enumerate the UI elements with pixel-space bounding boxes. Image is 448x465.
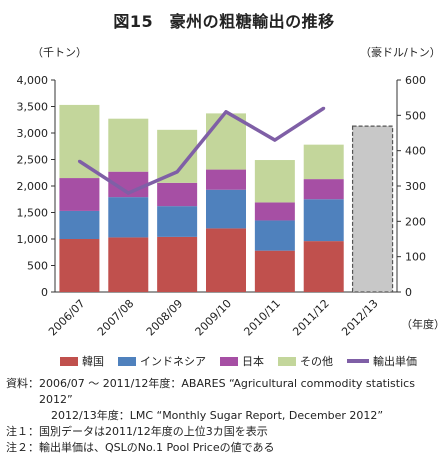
- bar-segment: [206, 228, 246, 292]
- right-axis-unit: （豪ドル/トン）: [360, 46, 441, 59]
- price-point: [126, 191, 130, 195]
- left-tick-label: 3,000: [17, 127, 49, 140]
- source-line-1: 2006/07 ～ 2011/12年度：ABARES “Agricultural…: [39, 377, 415, 406]
- legend-item: 輸出単価: [347, 353, 417, 369]
- chart-title: 図15 豪州の粗糖輸出の推移: [113, 12, 335, 31]
- bar-segment: [157, 206, 198, 237]
- price-point: [273, 138, 277, 142]
- right-tick-label: 400: [405, 145, 426, 158]
- x-tick-label: 2007/08: [95, 297, 137, 339]
- x-tick-label: 2011/12: [290, 297, 332, 339]
- legend-label: その他: [300, 355, 333, 368]
- bar-segment: [254, 250, 295, 292]
- bar-segment: [59, 210, 100, 239]
- bar-segment: [157, 236, 198, 292]
- bar-segment: [206, 169, 246, 190]
- left-axis-unit: （千トン）: [32, 46, 87, 59]
- price-point: [224, 110, 228, 114]
- bar-segment: [303, 241, 344, 292]
- bar-segment: [303, 144, 344, 180]
- right-tick-label: 100: [405, 251, 426, 264]
- right-tick-label: 0: [405, 286, 412, 299]
- price-point: [77, 159, 81, 163]
- left-tick-label: 1,000: [17, 233, 49, 246]
- bar-segment: [303, 179, 344, 200]
- right-tick-label: 500: [405, 109, 426, 122]
- note2-text: 輸出単価は、QSLのNo.1 Pool Priceの値である: [39, 441, 275, 454]
- left-tick-label: 500: [27, 260, 48, 273]
- left-tick-label: 0: [41, 286, 48, 299]
- bar-segment: [108, 118, 149, 172]
- note1-text: 国別データは2011/12年度の上位3カ国を表示: [39, 425, 268, 438]
- legend-swatch: [278, 356, 296, 366]
- notes: 資料： 2006/07 ～ 2011/12年度：ABARES “Agricult…: [6, 376, 446, 456]
- legend: 韓国 インドネシア 日本 その他 輸出単価: [60, 353, 431, 369]
- x-tick-label: 2012/13: [339, 297, 381, 339]
- bar-segment: [108, 237, 149, 292]
- legend-label: 日本: [242, 355, 264, 368]
- x-tick-label: 2006/07: [46, 297, 88, 339]
- bar-total-dashed: [351, 125, 394, 293]
- source-line-2: 2012/13年度：LMC “Monthly Sugar Report, Dec…: [51, 409, 384, 422]
- x-tick-label: 2009/10: [193, 297, 235, 339]
- source-label: 資料：: [6, 377, 39, 390]
- x-axis-label: （年度）: [401, 317, 445, 331]
- left-tick-label: 2,500: [17, 154, 49, 167]
- bar-segment: [59, 178, 100, 211]
- right-tick-label: 300: [405, 180, 426, 193]
- right-tick-label: 600: [405, 74, 426, 87]
- note1-label: 注１：: [6, 425, 39, 438]
- legend-swatch: [60, 356, 78, 366]
- bar-segment: [254, 220, 295, 251]
- bar-segment: [206, 113, 246, 170]
- left-tick-label: 1,500: [17, 207, 49, 220]
- legend-label: 輸出単価: [373, 355, 417, 368]
- bar-segment: [59, 239, 100, 292]
- left-tick-label: 2,000: [17, 180, 49, 193]
- bar-segment: [254, 160, 295, 203]
- bar-segment: [303, 199, 344, 242]
- bar-segment: [108, 197, 149, 238]
- bar-segment: [59, 104, 100, 179]
- bar-segment: [157, 182, 198, 207]
- legend-label: 韓国: [82, 355, 104, 368]
- note2-label: 注２：: [6, 441, 39, 454]
- price-point: [322, 106, 326, 110]
- x-tick-label: 2008/09: [144, 297, 186, 339]
- legend-swatch: [347, 359, 369, 363]
- bar-segment: [254, 202, 295, 221]
- left-tick-label: 3,500: [17, 101, 49, 114]
- right-tick-label: 200: [405, 215, 426, 228]
- legend-item: 日本: [220, 353, 264, 369]
- legend-swatch: [220, 356, 238, 366]
- legend-item: その他: [278, 353, 333, 369]
- left-tick-label: 4,000: [17, 74, 49, 87]
- price-line: [78, 106, 325, 195]
- legend-swatch: [118, 356, 136, 366]
- legend-item: 韓国: [60, 353, 104, 369]
- chart-svg: 0 500 1,000 1,500 2,000 2,500 3,000 3,500 4,000 0…: [17, 74, 446, 339]
- legend-label: インドネシア: [140, 355, 206, 368]
- price-point: [175, 170, 179, 174]
- bar-segment: [206, 189, 246, 229]
- legend-item: インドネシア: [118, 353, 206, 369]
- x-tick-label: 2010/11: [241, 297, 283, 339]
